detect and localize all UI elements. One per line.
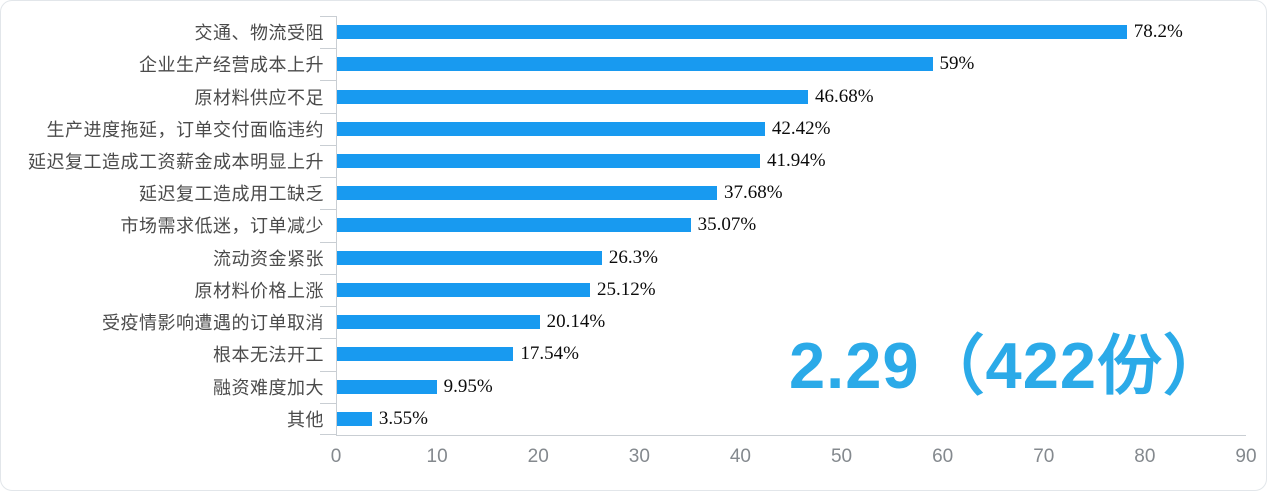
y-axis-ticks [320, 16, 337, 435]
value-label: 20.14% [546, 311, 606, 333]
bar-row: 流动资金紧张 26.3% [1, 242, 1266, 274]
bar-row: 生产进度拖延，订单交付面临违约 42.42% [1, 113, 1266, 145]
category-label: 原材料价格上涨 [194, 280, 324, 301]
bar-track: 20.14% [336, 306, 1246, 338]
value-label: 26.3% [608, 246, 658, 268]
value-label: 78.2% [1133, 21, 1183, 43]
bar-row: 原材料供应不足 46.68% [1, 80, 1266, 112]
bar-track: 9.95% [336, 370, 1246, 402]
bar [336, 153, 761, 168]
bar [336, 411, 372, 426]
bar [336, 347, 514, 362]
x-axis-labels: 0 10 20 30 40 50 60 70 80 90 [331, 446, 1257, 470]
category-label: 融资难度加大 [213, 377, 324, 398]
bar-row: 延迟复工造成工资薪金成本明显上升 41.94% [1, 145, 1266, 177]
y-axis-tick [320, 144, 336, 146]
bar-track: 25.12% [336, 274, 1246, 306]
bar [336, 57, 933, 72]
category-label: 根本无法开工 [213, 345, 324, 366]
y-axis-tick [320, 80, 336, 82]
y-axis-line [336, 16, 337, 435]
value-label: 46.68% [814, 85, 874, 107]
bar-track: 37.68% [336, 177, 1246, 209]
y-axis-tick [320, 338, 336, 340]
bar [336, 186, 717, 201]
x-axis-tick-label: 70 [1033, 446, 1055, 467]
bar [336, 25, 1127, 40]
value-label: 35.07% [697, 214, 757, 236]
y-axis-tick [320, 241, 336, 243]
bar-row: 融资难度加大 9.95% [1, 370, 1266, 402]
bar [336, 250, 602, 265]
y-axis-tick [320, 434, 336, 435]
bar-row: 延迟复工造成用工缺乏 37.68% [1, 177, 1266, 209]
bar-rows: 交通、物流受阻 78.2% 企业生产经营成本上升 59% 原材料供应不足 46.68% 生产… [1, 16, 1266, 435]
bar-row: 交通、物流受阻 78.2% [1, 16, 1266, 48]
bar-track: 59% [336, 48, 1246, 80]
value-label: 37.68% [723, 182, 783, 204]
y-axis-tick [320, 112, 336, 114]
x-axis-tick-label: 60 [932, 446, 954, 467]
y-axis-tick [320, 177, 336, 179]
category-label: 延迟复工造成用工缺乏 [139, 184, 324, 205]
value-label: 9.95% [443, 375, 493, 397]
bar-track: 17.54% [336, 338, 1246, 370]
bar-row: 其他 3.55% [1, 403, 1266, 435]
y-axis-tick [320, 16, 336, 17]
y-axis-tick [320, 48, 336, 50]
x-axis-tick-label: 90 [1235, 446, 1257, 467]
x-axis-tick-label: 30 [628, 446, 650, 467]
x-axis-tick-label: 80 [1134, 446, 1156, 467]
bar-track: 46.68% [336, 80, 1246, 112]
category-label: 延迟复工造成工资薪金成本明显上升 [28, 151, 324, 172]
value-label: 41.94% [767, 149, 826, 171]
value-label: 3.55% [378, 407, 428, 429]
bar [336, 282, 590, 297]
x-axis-tick-label: 20 [527, 446, 549, 467]
x-axis-tick-label: 10 [426, 446, 448, 467]
bar-track: 42.42% [336, 113, 1246, 145]
category-label: 其他 [287, 409, 324, 430]
y-axis-tick [320, 306, 336, 308]
bar-track: 41.94% [336, 145, 1246, 177]
bar-row: 市场需求低迷，订单减少 35.07% [1, 209, 1266, 241]
bar-row: 企业生产经营成本上升 59% [1, 48, 1266, 80]
bar-track: 78.2% [336, 16, 1246, 48]
category-label: 受疫情影响遭遇的订单取消 [102, 313, 324, 334]
value-label: 25.12% [596, 278, 656, 300]
x-axis-tick-label: 0 [330, 446, 342, 467]
bar [336, 218, 691, 233]
bar-track: 3.55% [336, 403, 1246, 435]
y-axis-tick [320, 273, 336, 275]
bar-row: 根本无法开工 17.54% [1, 338, 1266, 370]
average-and-response-count-annotation: 2.29（422份） [789, 329, 1229, 402]
bar [336, 315, 540, 330]
x-axis-line [336, 435, 1246, 436]
category-label: 市场需求低迷，订单减少 [120, 216, 324, 237]
bar-track: 35.07% [336, 209, 1246, 241]
value-label: 59% [939, 53, 975, 75]
bar [336, 379, 437, 394]
x-axis-tick-label: 40 [729, 446, 752, 467]
category-label: 原材料供应不足 [194, 87, 324, 108]
y-axis-tick [320, 370, 336, 372]
category-label: 交通、物流受阻 [194, 23, 324, 44]
y-axis-tick [320, 402, 336, 404]
bar-track: 26.3% [336, 242, 1246, 274]
bar [336, 121, 765, 136]
y-axis-tick [320, 209, 336, 211]
bar [336, 89, 808, 104]
category-label: 流动资金紧张 [213, 248, 324, 269]
value-label: 17.54% [520, 343, 579, 365]
category-label: 生产进度拖延，订单交付面临违约 [46, 119, 324, 140]
x-axis-tick-label: 50 [830, 446, 853, 467]
value-label: 42.42% [771, 117, 831, 139]
bar-row: 受疫情影响遭遇的订单取消 20.14% [1, 306, 1266, 338]
category-label: 企业生产经营成本上升 [139, 55, 324, 76]
bar-row: 原材料价格上涨 25.12% [1, 274, 1266, 306]
